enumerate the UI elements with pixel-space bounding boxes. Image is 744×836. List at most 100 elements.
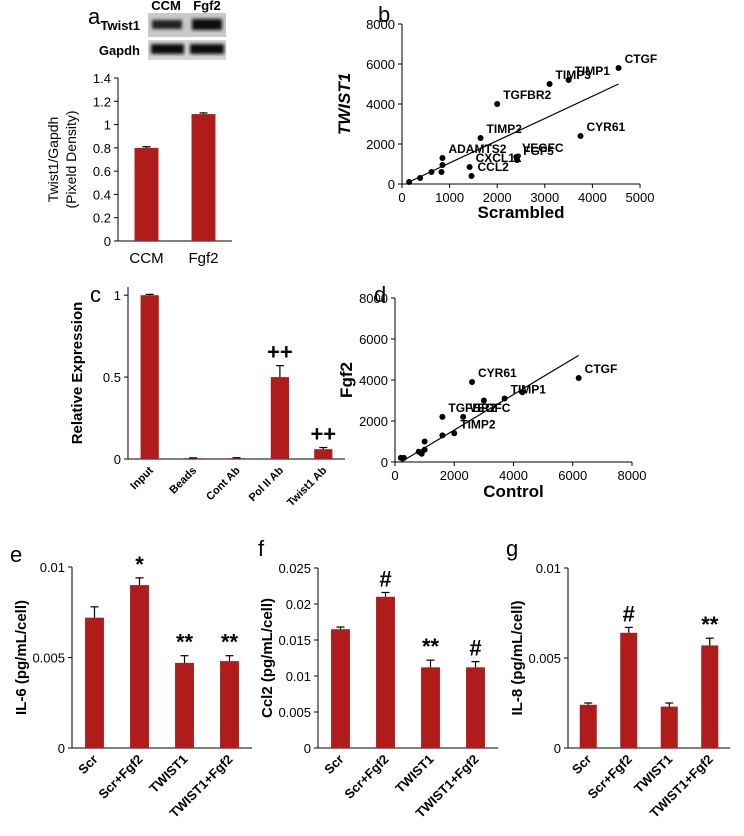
x-tick-label: 0 [398, 190, 405, 205]
y-tick-label: 0.005 [32, 651, 65, 666]
bar [191, 114, 216, 241]
x-tick-label: 5000 [626, 190, 655, 205]
bar [331, 629, 350, 748]
y-tick-label: 8000 [366, 17, 395, 32]
x-tick-label: Scr+Fgf2 [95, 752, 145, 802]
bar [701, 645, 719, 748]
point-label: CYR61 [587, 120, 626, 134]
y-tick-label: 0.01 [40, 560, 65, 575]
significance-label: # [469, 636, 481, 661]
blot-band [190, 44, 224, 54]
point [400, 454, 407, 461]
y-tick-label: 0.02 [286, 597, 311, 612]
chart-panel: e 0 0.005 0.01 IL-6 (pg/mL/cell) Scr * Scr+Fgf2… [10, 542, 252, 821]
y-tick-label: 6000 [359, 332, 388, 347]
chart-panel: b 0 2000 4000 6000 8000 TWIST1 0 1000 2000 3000 400… [335, 2, 657, 222]
point-label: TIMP1 [575, 64, 611, 78]
y-tick-label: 0 [114, 452, 121, 467]
point-label: TGFBR2 [448, 401, 496, 415]
point [469, 379, 476, 386]
point [519, 389, 526, 396]
bar [421, 667, 440, 748]
significance-label: ** [176, 630, 194, 655]
panel-letter: c [90, 282, 101, 307]
bar [270, 377, 290, 459]
y-tick-label: 0 [304, 741, 311, 756]
point-label: FGF5 [523, 144, 554, 158]
y-axis-label: IL-6 (pg/mL/cell) [13, 600, 30, 715]
point [460, 413, 467, 420]
y-tick-label: 0.01 [286, 669, 311, 684]
y-tick-label: 0 [381, 455, 388, 470]
chart-panel: g 0 0.005 0.01 IL-8 (pg/mL/cell) Scr # Scr+Fgf2… [506, 536, 730, 821]
x-tick-label: Fgf2 [188, 250, 218, 267]
chart-panel: a 0 0.2 0.4 0.6 0.8 1 1.2 1.4 Twist1/Gapdh (Pixeld… [45, 4, 232, 267]
blot-band [192, 19, 222, 30]
y-tick-label: 0.4 [93, 187, 111, 202]
chart-panel: c 0 0.5 1 Relative Expression Input Beads Cont … [69, 282, 345, 509]
y-tick-label: 0.2 [93, 211, 111, 226]
point [417, 175, 424, 181]
y-tick-label: 0 [104, 234, 111, 249]
x-axis-label: Control [483, 482, 543, 501]
y-axis-label: Twist1/Gapdh [45, 117, 61, 203]
point-label: VEGFC [469, 401, 511, 415]
bar [183, 458, 203, 459]
x-tick-label: 2000 [440, 468, 469, 483]
point [615, 65, 622, 71]
x-tick-label: Scr [321, 752, 346, 777]
panel-letter: a [88, 4, 101, 29]
point-label: TIMP2 [460, 417, 496, 431]
significance-label: ** [701, 612, 719, 637]
x-tick-label: Scr [569, 752, 594, 777]
blot-band [152, 20, 182, 29]
significance-label: # [623, 601, 635, 626]
x-axis-label: Scrambled [478, 203, 565, 222]
y-tick-label: 0 [388, 177, 395, 192]
point [468, 173, 475, 179]
point [439, 432, 446, 439]
point [406, 179, 413, 185]
y-axis-label: Fgf2 [337, 362, 356, 398]
point [501, 395, 508, 402]
y-tick-label: 1.4 [93, 71, 111, 86]
y-axis-label: (Pixeld Density) [63, 110, 79, 208]
point [546, 81, 553, 87]
bar [466, 667, 485, 748]
point [466, 164, 473, 170]
significance-label: ++ [267, 340, 293, 365]
x-tick-label: Beads [167, 465, 199, 497]
x-tick-label: 8000 [618, 468, 647, 483]
y-tick-label: 1 [104, 118, 111, 133]
y-tick-label: 8000 [359, 291, 388, 306]
x-tick-label: Scr+Fgf2 [341, 752, 391, 802]
point [451, 430, 458, 437]
y-tick-label: 0.005 [278, 705, 311, 720]
panel-letter: b [378, 2, 390, 27]
point-label: CYR61 [478, 366, 517, 380]
y-tick-label: 2000 [359, 414, 388, 429]
bar [227, 458, 246, 459]
point [575, 374, 582, 381]
blot-row-label: Twist1 [101, 18, 141, 33]
point [439, 155, 446, 161]
bar [620, 632, 638, 748]
point [439, 162, 446, 168]
x-tick-label: 0 [391, 468, 398, 483]
point [415, 448, 422, 455]
x-tick-label: Pol II Ab [247, 464, 287, 504]
x-tick-label: TWIST1 [146, 752, 190, 796]
y-tick-label: 0.01 [536, 561, 561, 576]
bar [85, 617, 104, 748]
bar [175, 662, 194, 748]
point [494, 101, 501, 107]
significance-label: # [379, 566, 391, 591]
panel-letter: f [258, 536, 265, 561]
x-tick-label: 4000 [499, 468, 528, 483]
x-tick-label: Cont Ab [204, 464, 243, 503]
bar [134, 147, 159, 241]
y-tick-label: 1 [114, 288, 121, 303]
point [421, 438, 428, 445]
